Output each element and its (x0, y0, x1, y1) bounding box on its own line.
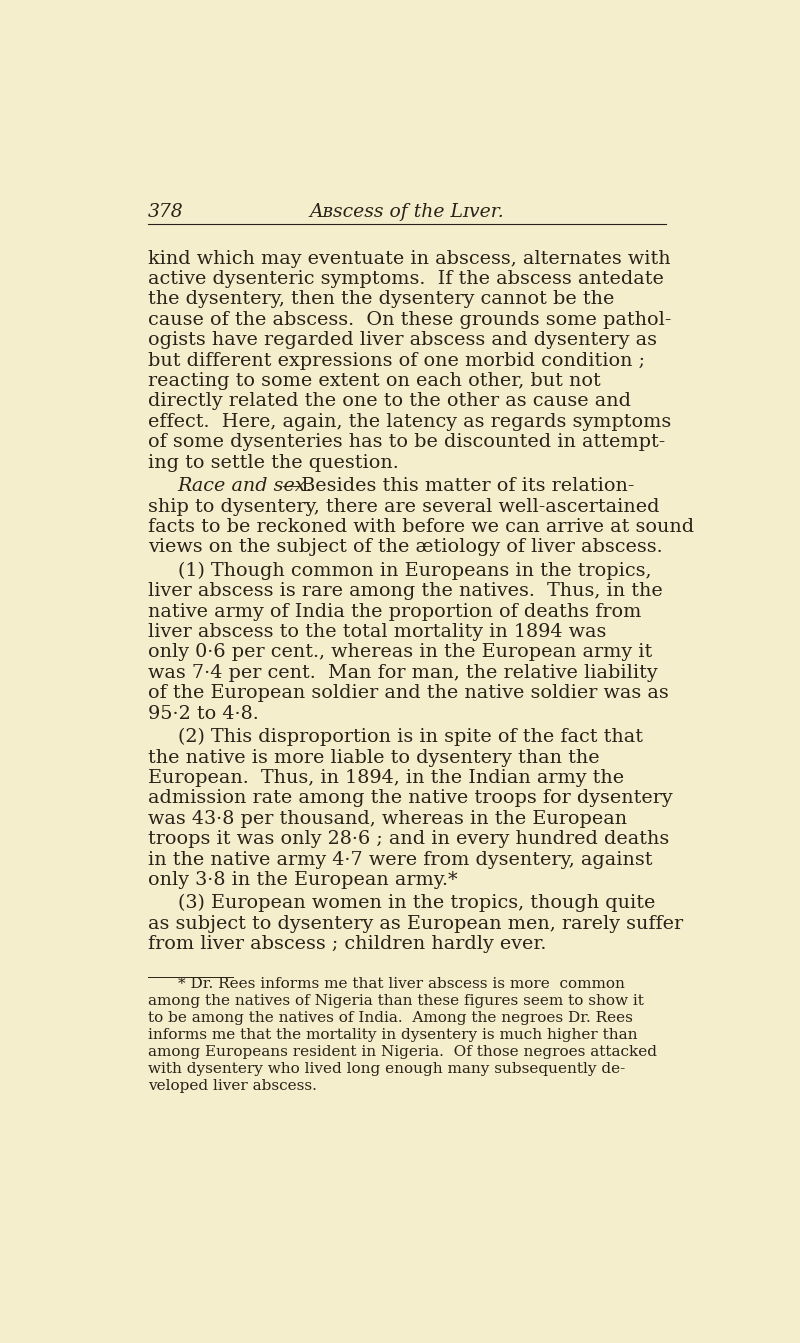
Text: informs me that the mortality in dysentery is much higher than: informs me that the mortality in dysente… (148, 1027, 638, 1042)
Text: in the native army 4·7 were from dysentery, against: in the native army 4·7 were from dysente… (148, 850, 653, 869)
Text: native army of India the proportion of deaths from: native army of India the proportion of d… (148, 603, 642, 620)
Text: to be among the natives of India.  Among the negroes Dr. Rees: to be among the natives of India. Among … (148, 1011, 633, 1025)
Text: with dysentery who lived long enough many subsequently de-: with dysentery who lived long enough man… (148, 1062, 626, 1076)
Text: only 3·8 in the European army.*: only 3·8 in the European army.* (148, 872, 458, 889)
Text: ship to dysentery, there are several well-ascertained: ship to dysentery, there are several wel… (148, 497, 659, 516)
Text: veloped liver abscess.: veloped liver abscess. (148, 1078, 317, 1093)
Text: but different expressions of one morbid condition ;: but different expressions of one morbid … (148, 352, 645, 369)
Text: (3) European women in the tropics, though quite: (3) European women in the tropics, thoug… (178, 894, 655, 912)
Text: the native is more liable to dysentery than the: the native is more liable to dysentery t… (148, 748, 600, 767)
Text: ogists have regarded liver abscess and dysentery as: ogists have regarded liver abscess and d… (148, 332, 657, 349)
Text: liver abscess to the total mortality in 1894 was: liver abscess to the total mortality in … (148, 623, 606, 641)
Text: active dysenteric symptoms.  If the abscess antedate: active dysenteric symptoms. If the absce… (148, 270, 664, 287)
Text: as subject to dysentery as European men, rarely suffer: as subject to dysentery as European men,… (148, 915, 683, 933)
Text: troops it was only 28·6 ; and in every hundred deaths: troops it was only 28·6 ; and in every h… (148, 830, 670, 849)
Text: was 43·8 per thousand, whereas in the European: was 43·8 per thousand, whereas in the Eu… (148, 810, 627, 827)
Text: was 7·4 per cent.  Man for man, the relative liability: was 7·4 per cent. Man for man, the relat… (148, 663, 658, 682)
Text: effect.  Here, again, the latency as regards symptoms: effect. Here, again, the latency as rega… (148, 412, 671, 431)
Text: 378: 378 (148, 203, 184, 222)
Text: 95·2 to 4·8.: 95·2 to 4·8. (148, 705, 259, 723)
Text: kind which may eventuate in abscess, alternates with: kind which may eventuate in abscess, alt… (148, 250, 670, 267)
Text: among the natives of Nigeria than these figures seem to show it: among the natives of Nigeria than these … (148, 994, 644, 1009)
Text: European.  Thus, in 1894, in the Indian army the: European. Thus, in 1894, in the Indian a… (148, 770, 624, 787)
Text: (2) This disproportion is in spite of the fact that: (2) This disproportion is in spite of th… (178, 728, 642, 747)
Text: only 0·6 per cent., whereas in the European army it: only 0·6 per cent., whereas in the Europ… (148, 643, 652, 661)
Text: admission rate among the native troops for dysentery: admission rate among the native troops f… (148, 790, 673, 807)
Text: —Besides this matter of its relation-: —Besides this matter of its relation- (282, 477, 634, 496)
Text: liver abscess is rare among the natives.  Thus, in the: liver abscess is rare among the natives.… (148, 583, 662, 600)
Text: facts to be reckoned with before we can arrive at sound: facts to be reckoned with before we can … (148, 518, 694, 536)
Text: views on the subject of the ætiology of liver abscess.: views on the subject of the ætiology of … (148, 539, 662, 556)
Text: (1) Though common in Europeans in the tropics,: (1) Though common in Europeans in the tr… (178, 561, 651, 580)
Text: reacting to some extent on each other, but not: reacting to some extent on each other, b… (148, 372, 601, 389)
Text: Aʙscess of the Lɪver.: Aʙscess of the Lɪver. (310, 203, 504, 222)
Text: cause of the abscess.  On these grounds some pathol-: cause of the abscess. On these grounds s… (148, 310, 671, 329)
Text: among Europeans resident in Nigeria.  Of those negroes attacked: among Europeans resident in Nigeria. Of … (148, 1045, 657, 1058)
Text: * Dr. Rees informs me that liver abscess is more  common: * Dr. Rees informs me that liver abscess… (178, 978, 624, 991)
Text: of the European soldier and the native soldier was as: of the European soldier and the native s… (148, 684, 669, 702)
Text: the dysentery, then the dysentery cannot be the: the dysentery, then the dysentery cannot… (148, 290, 614, 309)
Text: Race and sex.: Race and sex. (178, 477, 312, 496)
Text: from liver abscess ; children hardly ever.: from liver abscess ; children hardly eve… (148, 935, 546, 954)
Text: ing to settle the question.: ing to settle the question. (148, 454, 398, 471)
Text: directly related the one to the other as cause and: directly related the one to the other as… (148, 392, 631, 411)
Text: of some dysenteries has to be discounted in attempt-: of some dysenteries has to be discounted… (148, 434, 666, 451)
